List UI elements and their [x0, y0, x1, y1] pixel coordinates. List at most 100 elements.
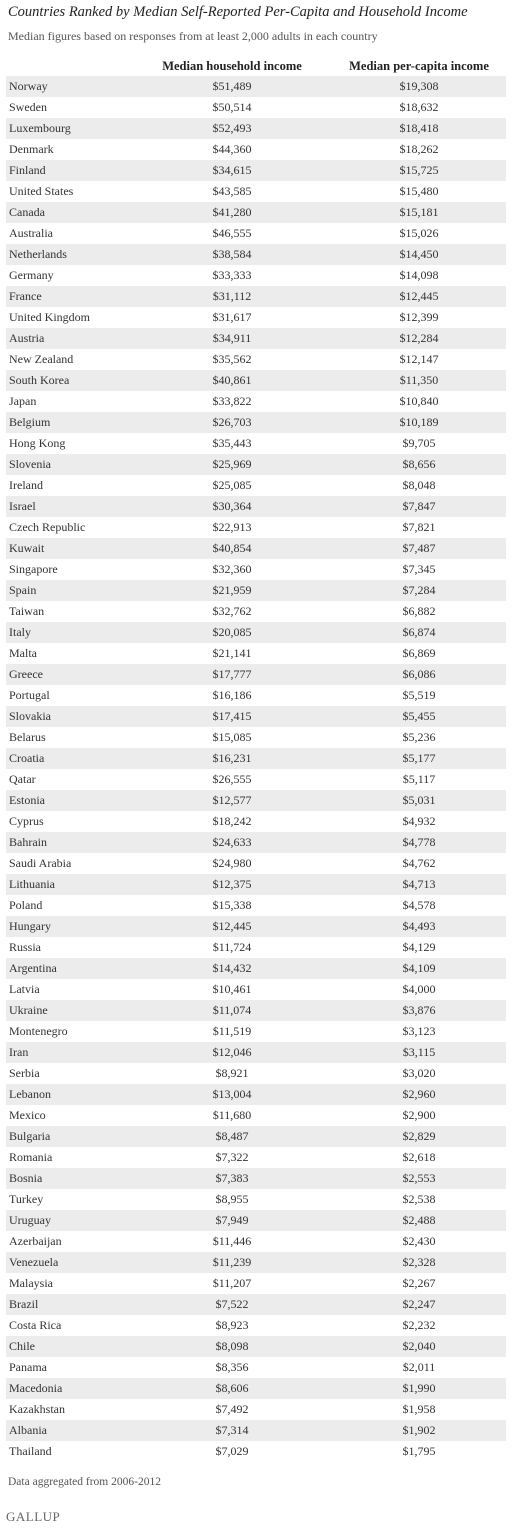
table-row: Cyprus $18,242 $4,932	[6, 811, 506, 832]
table-row: Kuwait $40,854 $7,487	[6, 538, 506, 559]
table-row: Luxembourg $52,493 $18,418	[6, 118, 506, 139]
table-row: Montenegro $11,519 $3,123	[6, 1021, 506, 1042]
table-row: Russia $11,724 $4,129	[6, 937, 506, 958]
income-cell: $24,633	[212, 835, 252, 849]
country-cell: Lebanon	[9, 1087, 51, 1101]
table-row: Taiwan $32,762 $6,882	[6, 601, 506, 622]
table-row: Panama $8,356 $2,011	[6, 1357, 506, 1378]
table-row: Turkey $8,955 $2,538	[6, 1189, 506, 1210]
income-cell: $24,980	[212, 856, 252, 870]
income-cell: $7,314	[215, 1423, 249, 1437]
income-cell: $32,360	[212, 562, 252, 576]
country-cell: Brazil	[9, 1297, 39, 1311]
column-header: Median household income	[162, 59, 302, 73]
income-cell: $3,123	[402, 1024, 436, 1038]
table-row: United Kingdom $31,617 $12,399	[6, 307, 506, 328]
country-cell: Malaysia	[9, 1276, 53, 1290]
income-cell: $18,418	[399, 121, 439, 135]
footnote: Data aggregated from 2006-2012	[8, 1476, 161, 1488]
income-cell: $52,493	[212, 121, 252, 135]
subtitle: Median figures based on responses from a…	[8, 29, 378, 43]
income-cell: $14,098	[399, 268, 439, 282]
country-cell: Germany	[9, 268, 54, 282]
income-cell: $16,186	[212, 688, 252, 702]
income-cell: $2,430	[402, 1234, 436, 1248]
income-cell: $46,555	[212, 226, 252, 240]
income-cell: $4,109	[402, 961, 436, 975]
table-row: Denmark $44,360 $18,262	[6, 139, 506, 160]
income-cell: $2,267	[402, 1276, 436, 1290]
income-cell: $2,538	[402, 1192, 436, 1206]
income-cell: $7,383	[215, 1171, 249, 1185]
table-row: Ukraine $11,074 $3,876	[6, 1000, 506, 1021]
country-cell: Thailand	[9, 1444, 52, 1458]
table-row: Belarus $15,085 $5,236	[6, 727, 506, 748]
country-cell: Panama	[9, 1360, 47, 1374]
table-row: Uruguay $7,949 $2,488	[6, 1210, 506, 1231]
country-cell: Saudi Arabia	[9, 856, 72, 870]
country-cell: Italy	[9, 625, 31, 639]
table-row: Sweden $50,514 $18,632	[6, 97, 506, 118]
income-cell: $1,958	[402, 1402, 436, 1416]
income-cell: $34,911	[212, 331, 252, 345]
income-cell: $4,000	[402, 982, 436, 996]
country-cell: Kuwait	[9, 541, 45, 555]
table-row: Costa Rica $8,923 $2,232	[6, 1315, 506, 1336]
country-cell: Denmark	[9, 142, 54, 156]
income-cell: $26,555	[212, 772, 252, 786]
income-cell: $41,280	[212, 205, 252, 219]
title: Countries Ranked by Median Self-Reported…	[8, 4, 468, 20]
income-cell: $7,029	[215, 1444, 249, 1458]
country-cell: Norway	[9, 79, 48, 93]
country-cell: Austria	[9, 331, 45, 345]
income-cell: $51,489	[212, 79, 252, 93]
income-cell: $8,098	[215, 1339, 249, 1353]
income-cell: $2,960	[402, 1087, 436, 1101]
income-cell: $1,902	[402, 1423, 436, 1437]
income-cell: $2,553	[402, 1171, 436, 1185]
income-cell: $6,874	[402, 625, 436, 639]
income-cell: $11,350	[399, 373, 439, 387]
income-cell: $11,074	[212, 1003, 252, 1017]
table-row: Albania $7,314 $1,902	[6, 1420, 506, 1441]
table-row: Netherlands $38,584 $14,450	[6, 244, 506, 265]
income-cell: $50,514	[212, 100, 252, 114]
income-cell: $14,432	[212, 961, 252, 975]
table-row: Azerbaijan $11,446 $2,430	[6, 1231, 506, 1252]
table-row: Germany $33,333 $14,098	[6, 265, 506, 286]
table-row: Australia $46,555 $15,026	[6, 223, 506, 244]
income-cell: $8,923	[215, 1318, 249, 1332]
country-cell: Ireland	[9, 478, 43, 492]
income-cell: $4,762	[402, 856, 436, 870]
country-cell: Finland	[9, 163, 46, 177]
country-cell: Iran	[9, 1045, 29, 1059]
income-cell: $43,585	[212, 184, 252, 198]
income-cell: $11,207	[212, 1276, 252, 1290]
table-row: Venezuela $11,239 $2,328	[6, 1252, 506, 1273]
country-cell: Bahrain	[9, 835, 47, 849]
country-cell: Argentina	[9, 961, 57, 975]
country-cell: Costa Rica	[9, 1318, 62, 1332]
country-cell: Venezuela	[9, 1255, 59, 1269]
table-row: Bahrain $24,633 $4,778	[6, 832, 506, 853]
country-cell: Poland	[9, 898, 43, 912]
income-cell: $12,375	[212, 877, 252, 891]
income-cell: $38,584	[212, 247, 252, 261]
income-cell: $9,705	[402, 436, 436, 450]
income-cell: $5,177	[402, 751, 436, 765]
table-row: Poland $15,338 $4,578	[6, 895, 506, 916]
country-cell: United States	[9, 184, 74, 198]
table-row: Greece $17,777 $6,086	[6, 664, 506, 685]
income-cell: $11,680	[212, 1108, 252, 1122]
table-row: Austria $34,911 $12,284	[6, 328, 506, 349]
income-cell: $6,869	[402, 646, 436, 660]
income-cell: $7,284	[402, 583, 436, 597]
table-row: Malaysia $11,207 $2,267	[6, 1273, 506, 1294]
income-cell: $18,632	[399, 100, 439, 114]
income-cell: $7,492	[215, 1402, 249, 1416]
country-cell: Portugal	[9, 688, 50, 702]
country-cell: Russia	[9, 940, 42, 954]
country-cell: Spain	[9, 583, 37, 597]
table-row: Slovakia $17,415 $5,455	[6, 706, 506, 727]
